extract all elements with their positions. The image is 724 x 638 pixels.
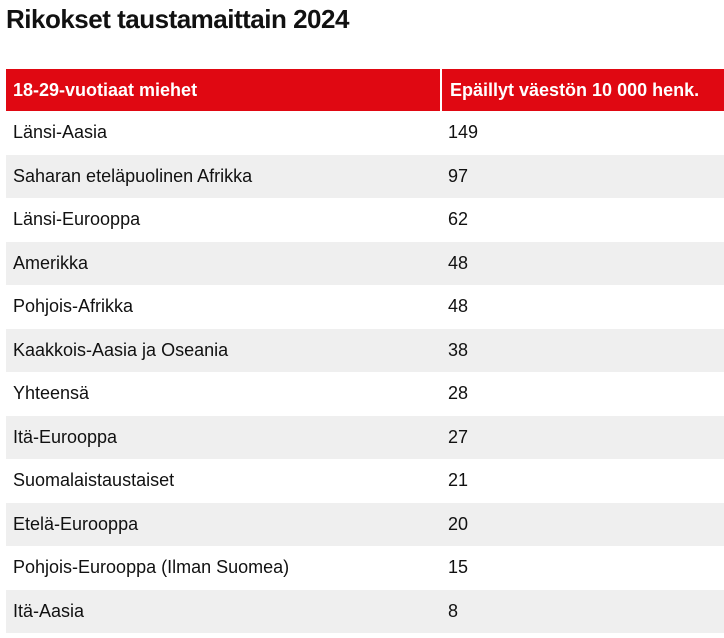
column-header-value: Epäillyt väestön 10 000 henk. [440,69,724,111]
row-category-label: Kaakkois-Aasia ja Oseania [6,328,440,372]
data-table: 18-29-vuotiaat miehet Epäillyt väestön 1… [6,69,724,633]
row-category-label: Länsi-Aasia [6,111,440,155]
row-category-label: Etelä-Eurooppa [6,502,440,546]
table-row: Etelä-Eurooppa 20 [6,502,724,546]
table-row: Pohjois-Eurooppa (Ilman Suomea) 15 [6,546,724,590]
table-body: Länsi-Aasia 149 Saharan eteläpuolinen Afri… [6,111,724,633]
row-value-label: 27 [440,415,724,459]
row-category-label: Pohjois-Eurooppa (Ilman Suomea) [6,546,440,590]
table-row: Amerikka 48 [6,241,724,285]
row-value-label: 21 [440,459,724,503]
row-category-label: Suomalaistaustaiset [6,459,440,503]
row-category-label: Pohjois-Afrikka [6,285,440,329]
table-row: Yhteensä 28 [6,372,724,416]
row-category-label: Länsi-Eurooppa [6,198,440,242]
table-row: Suomalaistaustaiset 21 [6,459,724,503]
table-header-row: 18-29-vuotiaat miehet Epäillyt väestön 1… [6,69,724,111]
row-value-label: 38 [440,328,724,372]
row-value-label: 62 [440,198,724,242]
row-value-label: 48 [440,285,724,329]
row-category-label: Amerikka [6,241,440,285]
table-row: Pohjois-Afrikka 48 [6,285,724,329]
table-row: Länsi-Aasia 149 [6,111,724,155]
row-category-label: Itä-Aasia [6,589,440,633]
row-category-label: Itä-Eurooppa [6,415,440,459]
row-value-label: 8 [440,589,724,633]
table-row: Itä-Eurooppa 27 [6,415,724,459]
row-category-label: Saharan eteläpuolinen Afrikka [6,154,440,198]
row-value-label: 48 [440,241,724,285]
row-value-label: 15 [440,546,724,590]
table-row: Kaakkois-Aasia ja Oseania 38 [6,328,724,372]
row-value-label: 28 [440,372,724,416]
chart-title: Rikokset taustamaittain 2024 [6,4,349,34]
table-row: Saharan eteläpuolinen Afrikka 97 [6,154,724,198]
row-category-label: Yhteensä [6,372,440,416]
row-value-label: 149 [440,111,724,155]
row-value-label: 20 [440,502,724,546]
table-row: Länsi-Eurooppa 62 [6,198,724,242]
row-value-label: 97 [440,154,724,198]
table-row: Itä-Aasia 8 [6,589,724,633]
column-header-group: 18-29-vuotiaat miehet [6,69,440,111]
